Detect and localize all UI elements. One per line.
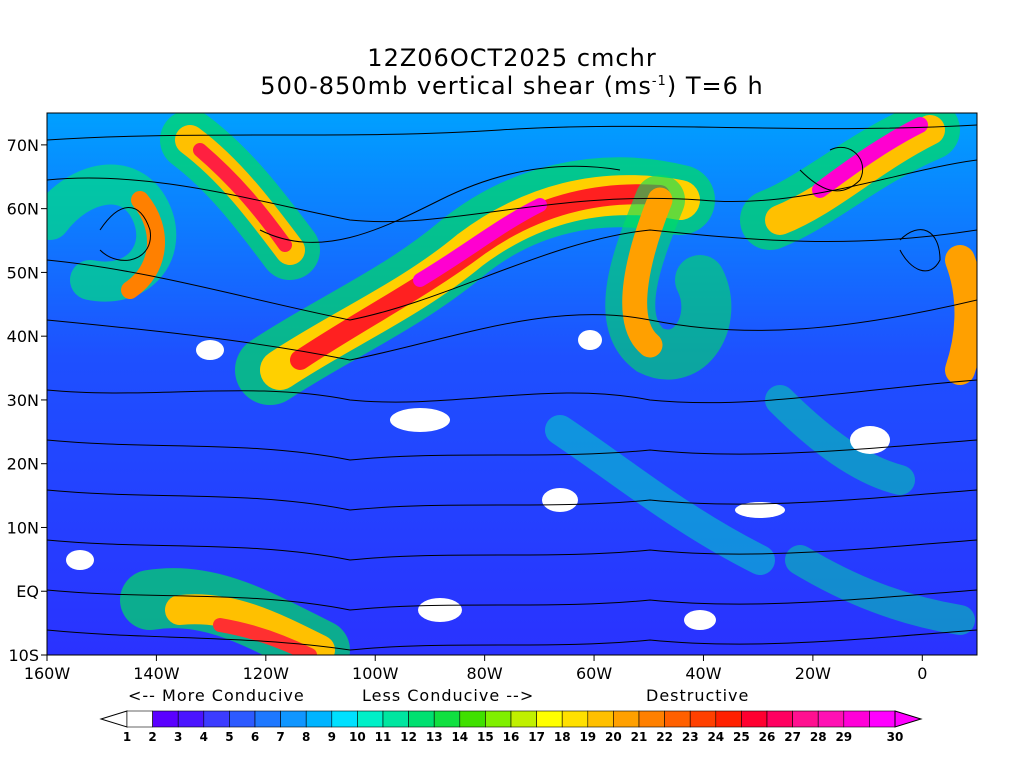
colorbar-swatch xyxy=(305,710,333,728)
colorbar-label: 15 xyxy=(477,730,494,744)
colorbar-swatch xyxy=(485,710,512,728)
lon-label: 160W xyxy=(24,664,71,683)
colorbar-swatch xyxy=(536,710,563,728)
colorbar-swatch xyxy=(331,710,358,728)
lat-label: 10N xyxy=(7,518,39,537)
colorbar-swatch xyxy=(280,710,307,728)
lat-label: 30N xyxy=(7,391,39,410)
colorbar-swatch xyxy=(715,710,742,728)
lat-label: 40N xyxy=(7,327,39,346)
colorbar-swatch xyxy=(433,710,461,728)
lat-label: 10S xyxy=(8,646,39,665)
colorbar-swatch xyxy=(689,710,717,728)
lat-label: 20N xyxy=(7,455,39,474)
colorbar-swatch xyxy=(741,710,768,728)
colorbar-swatch xyxy=(587,710,614,728)
colorbar-arrow-right xyxy=(894,710,923,728)
streamlines xyxy=(47,124,977,651)
colorbar-swatch xyxy=(664,710,691,728)
colorbar-label: 13 xyxy=(426,730,443,744)
colorbar-label: 28 xyxy=(810,730,827,744)
colorbar: 1 2 3 4 5 6 7 8 9 10 11 12 13 14 15 16 17 18 19 20 21 22 23 24 2… xyxy=(99,710,923,744)
colorbar-label: 26 xyxy=(759,730,776,744)
colorbar-swatch xyxy=(638,710,665,728)
colorbar-label: 2 xyxy=(148,730,156,744)
map-frame xyxy=(46,112,978,656)
colorbar-swatch xyxy=(229,710,256,728)
colorbar-label: 24 xyxy=(707,730,724,744)
colorbar-swatch xyxy=(408,710,435,728)
colorbar-swatch xyxy=(561,710,589,728)
lat-label: 60N xyxy=(7,200,39,219)
colorbar-label: 4 xyxy=(200,730,208,744)
colorbar-swatch xyxy=(152,710,179,728)
colorbar-label: 10 xyxy=(349,730,366,744)
lon-label: 80W xyxy=(467,664,503,683)
colorbar-label: 8 xyxy=(302,730,310,744)
colorbar-label: 19 xyxy=(579,730,596,744)
colorbar-swatch xyxy=(357,710,384,728)
lon-label: 60W xyxy=(576,664,612,683)
lon-label: 20W xyxy=(795,664,831,683)
legend-less-conducive: Less Conducive --> xyxy=(362,686,535,705)
legend-more-conducive: <-- More Conducive xyxy=(128,686,305,705)
colorbar-label: 21 xyxy=(631,730,648,744)
map-title-line2: 500-850mb vertical shear (ms-1) T=6 h xyxy=(0,72,1024,100)
colorbar-label: 20 xyxy=(605,730,622,744)
title-line2-suffix: ) T=6 h xyxy=(666,72,764,100)
colorbar-label: 7 xyxy=(276,730,284,744)
title-line2-superscript: -1 xyxy=(651,74,667,89)
colorbar-label: 11 xyxy=(375,730,392,744)
legend-destructive: Destructive xyxy=(646,686,750,705)
colorbar-label: 25 xyxy=(733,730,750,744)
latitude-axis: 70N 60N 50N 40N 30N 20N 10N EQ 10S xyxy=(7,136,47,665)
lon-label: 40W xyxy=(685,664,721,683)
colorbar-swatch xyxy=(792,710,819,728)
shear-bands xyxy=(47,113,977,655)
colorbar-label: 1 xyxy=(123,730,131,744)
lat-label: 70N xyxy=(7,136,39,155)
colorbar-label: 30 xyxy=(887,730,904,744)
colorbar-swatch xyxy=(126,710,153,728)
lat-label: EQ xyxy=(16,582,39,601)
map-title-line1: 12Z06OCT2025 cmchr xyxy=(367,44,657,72)
colorbar-swatch xyxy=(766,710,793,728)
colorbar-swatch xyxy=(817,710,845,728)
colorbar-swatch xyxy=(869,710,896,728)
colorbar-label: 16 xyxy=(503,730,520,744)
colorbar-swatch xyxy=(510,710,537,728)
colorbar-label: 29 xyxy=(835,730,852,744)
colorbar-label: 17 xyxy=(528,730,545,744)
colorbar-swatch xyxy=(843,710,870,728)
colorbar-label: 12 xyxy=(400,730,417,744)
colorbar-label: 5 xyxy=(225,730,233,744)
colorbar-label: 6 xyxy=(251,730,259,744)
colorbar-label: 22 xyxy=(656,730,673,744)
colorbar-label: 9 xyxy=(328,730,336,744)
colorbar-swatch xyxy=(382,710,409,728)
longitude-axis: 160W 140W 120W 100W 80W 60W 40W 20W 0 xyxy=(24,655,927,683)
colorbar-label: 3 xyxy=(174,730,182,744)
colorbar-arrow-left xyxy=(99,710,128,728)
lon-label: 140W xyxy=(133,664,180,683)
lon-label: 120W xyxy=(243,664,290,683)
colorbar-swatch xyxy=(203,710,230,728)
title-line2-prefix: 500-850mb vertical shear (ms xyxy=(260,72,652,100)
shear-field xyxy=(47,113,977,655)
colorbar-swatch xyxy=(459,710,486,728)
colorbar-label: 18 xyxy=(554,730,571,744)
lon-label: 100W xyxy=(352,664,399,683)
lon-label: 0 xyxy=(917,664,927,683)
colorbar-swatch xyxy=(254,710,281,728)
colorbar-label: 23 xyxy=(682,730,699,744)
colorbar-swatch xyxy=(177,710,205,728)
colorbar-label: 14 xyxy=(451,730,468,744)
colorbar-label: 27 xyxy=(784,730,801,744)
low-shear-patches xyxy=(66,330,890,630)
lat-label: 50N xyxy=(7,263,39,282)
colorbar-swatch xyxy=(613,710,640,728)
